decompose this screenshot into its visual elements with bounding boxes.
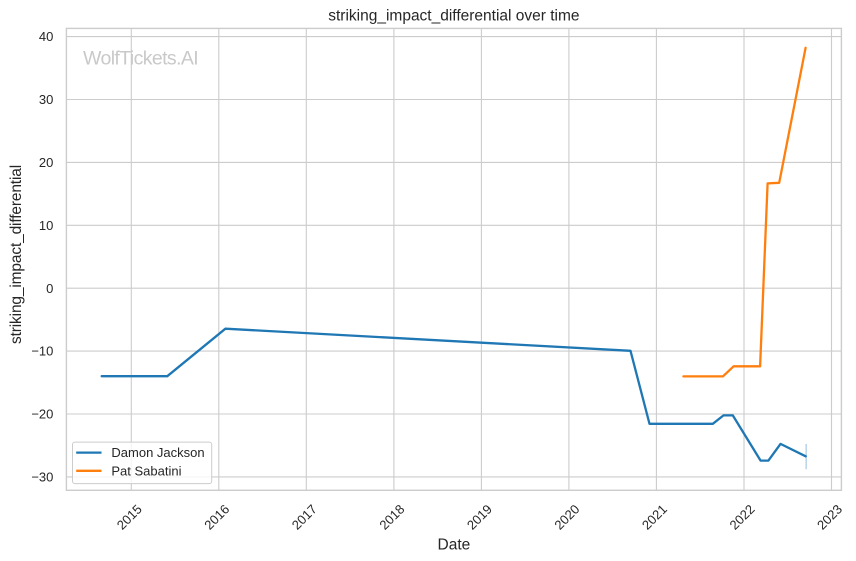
svg-text:striking_impact_differential o: striking_impact_differential over time xyxy=(328,8,579,25)
svg-text:WolfTickets.AI: WolfTickets.AI xyxy=(83,47,198,69)
svg-text:−10: −10 xyxy=(31,344,53,359)
svg-text:Damon Jackson: Damon Jackson xyxy=(111,445,204,460)
svg-text:20: 20 xyxy=(39,155,53,170)
svg-text:Pat Sabatini: Pat Sabatini xyxy=(111,463,181,478)
svg-text:−20: −20 xyxy=(31,407,53,422)
svg-text:10: 10 xyxy=(39,218,53,233)
svg-text:40: 40 xyxy=(39,29,53,44)
svg-text:Date: Date xyxy=(438,537,471,554)
svg-text:striking_impact_differential: striking_impact_differential xyxy=(8,165,25,344)
svg-text:−30: −30 xyxy=(31,470,53,485)
svg-text:0: 0 xyxy=(46,281,53,296)
svg-text:30: 30 xyxy=(39,92,53,107)
